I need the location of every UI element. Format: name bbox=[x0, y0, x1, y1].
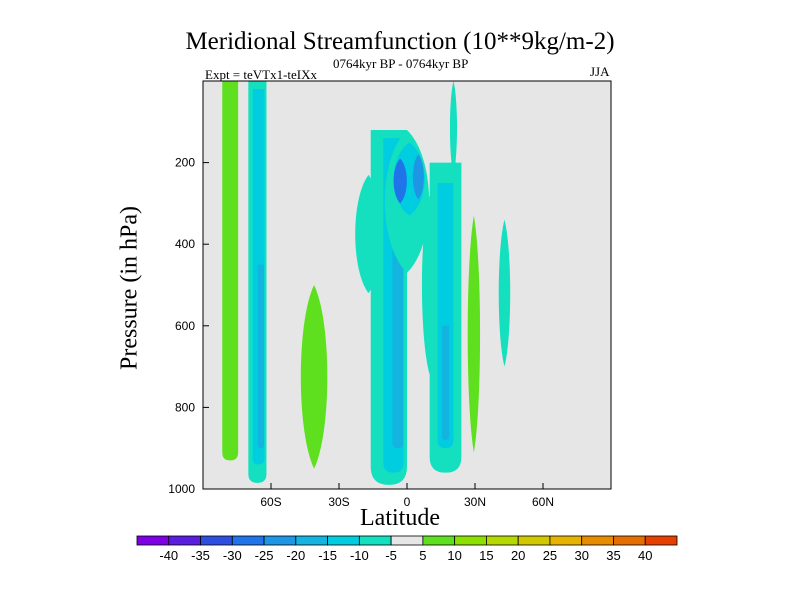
colorbar-swatch bbox=[517, 535, 551, 546]
contour-region-4 bbox=[300, 285, 328, 469]
x-tick-label: 60S bbox=[260, 495, 281, 509]
contour-region-17 bbox=[449, 81, 458, 175]
experiment-label: Expt = teVTx1-teIXx bbox=[205, 67, 318, 82]
contour-region-12 bbox=[412, 154, 424, 200]
colorbar-swatch bbox=[644, 535, 678, 546]
colorbar-label: -35 bbox=[191, 548, 210, 563]
y-tick-label: 200 bbox=[175, 156, 195, 170]
contour-region-19 bbox=[498, 219, 511, 367]
colorbar-swatch bbox=[231, 535, 265, 546]
colorbar-label: 25 bbox=[543, 548, 557, 563]
x-tick-label: 0 bbox=[404, 495, 411, 509]
colorbar-swatch bbox=[263, 535, 297, 546]
x-tick-label: 60N bbox=[532, 495, 554, 509]
colorbar-swatch bbox=[454, 535, 487, 546]
colorbar-label: 20 bbox=[511, 548, 525, 563]
colorbar-swatch bbox=[422, 535, 456, 546]
y-tick-label: 600 bbox=[175, 319, 195, 333]
colorbar-swatch bbox=[358, 535, 392, 546]
colorbar-swatch bbox=[168, 535, 201, 546]
colorbar-swatch bbox=[295, 535, 328, 546]
colorbar-label: -25 bbox=[255, 548, 274, 563]
colorbar-label: 40 bbox=[638, 548, 652, 563]
colorbar-label: -30 bbox=[223, 548, 242, 563]
y-tick-label: 400 bbox=[175, 237, 195, 251]
colorbar-label: -5 bbox=[385, 548, 397, 563]
colorbar-label: 30 bbox=[574, 548, 588, 563]
contour-region-15 bbox=[437, 183, 454, 449]
y-ticks: 200 400 600 800 1000 bbox=[168, 156, 209, 496]
colorbar-swatch bbox=[136, 535, 170, 546]
contour-region-18 bbox=[467, 215, 481, 453]
colorbar-label: -15 bbox=[318, 548, 337, 563]
x-axis-label: Latitude bbox=[360, 505, 440, 531]
contour-region-11 bbox=[393, 158, 407, 204]
contour-region-0 bbox=[222, 81, 239, 461]
contour-region-3 bbox=[257, 264, 264, 449]
colorbar-label: -10 bbox=[350, 548, 369, 563]
colorbar-swatch bbox=[327, 535, 360, 546]
colorbar-swatch bbox=[486, 535, 519, 546]
y-tick-label: 1000 bbox=[168, 482, 195, 496]
colorbar-swatch bbox=[549, 535, 583, 546]
colorbar-swatch bbox=[581, 535, 614, 546]
colorbar-label: -40 bbox=[159, 548, 178, 563]
chart-title: Meridional Streamfunction (10**9kg/m-2) bbox=[185, 28, 615, 55]
colorbar-swatch bbox=[613, 535, 646, 546]
colorbar-label: -20 bbox=[286, 548, 305, 563]
season-label: JJA bbox=[590, 64, 610, 79]
colorbar-swatch bbox=[390, 535, 424, 546]
x-ticks: 60S 30S 0 30N 60N bbox=[260, 483, 554, 509]
contour-region-16 bbox=[441, 325, 450, 441]
colorbar-swatch bbox=[200, 535, 233, 546]
y-tick-label: 800 bbox=[175, 400, 195, 414]
colorbar-label: 10 bbox=[447, 548, 461, 563]
contour-fills bbox=[222, 81, 511, 485]
colorbar-label: 35 bbox=[606, 548, 620, 563]
period-label: 0764kyr BP - 0764kyr BP bbox=[333, 56, 469, 71]
x-tick-label: 30S bbox=[328, 495, 349, 509]
colorbar-label: 5 bbox=[419, 548, 426, 563]
x-tick-label: 30N bbox=[464, 495, 486, 509]
colorbar-label: 15 bbox=[479, 548, 493, 563]
